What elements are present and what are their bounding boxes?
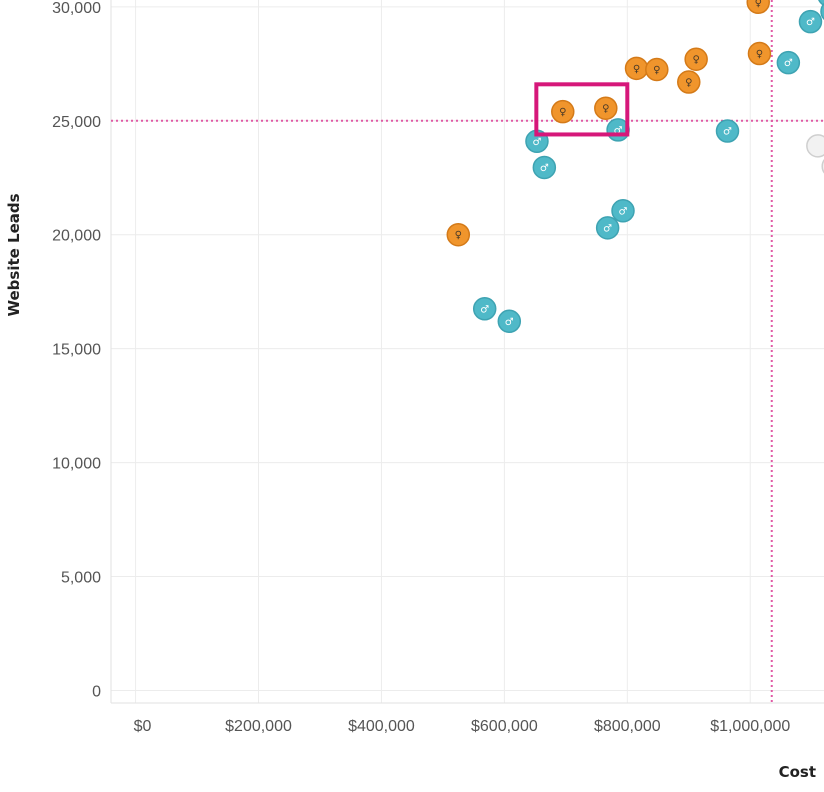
point-marker xyxy=(684,47,708,71)
y-tick-label: 20,000 xyxy=(52,228,101,245)
x-tick-label: $1,000,000 xyxy=(710,718,790,735)
x-tick-label: $0 xyxy=(134,718,152,735)
point-marker xyxy=(532,155,557,180)
y-tick-label: 25,000 xyxy=(52,114,101,131)
point-marker xyxy=(594,96,618,120)
data-point: ♂ xyxy=(776,50,801,75)
x-axis-title: Cost xyxy=(779,763,816,781)
axis-ticks: $0 $200,000 $400,000 $600,000 $800,000 $1,000… xyxy=(52,0,790,735)
point-marker xyxy=(624,56,649,81)
data-point: ♂ xyxy=(715,119,740,143)
point-marker xyxy=(677,70,701,94)
gridlines xyxy=(110,0,824,704)
data-point: ♂ xyxy=(472,297,497,321)
point-marker xyxy=(798,9,823,34)
point-marker xyxy=(446,222,471,247)
point-marker xyxy=(818,0,824,7)
data-point: ♂ xyxy=(818,0,824,7)
data-point: ♂ xyxy=(497,309,522,334)
y-tick-label: 5,000 xyxy=(61,570,101,587)
point-marker xyxy=(472,297,497,321)
point-marker xyxy=(611,199,635,223)
data-point: ♂ xyxy=(595,216,620,240)
point-marker xyxy=(715,119,740,143)
point-marker xyxy=(551,99,575,124)
y-axis-title: Website Leads xyxy=(5,193,23,316)
point-marker xyxy=(645,57,669,82)
y-tick-label: 0 xyxy=(92,683,101,700)
point-marker xyxy=(746,0,770,15)
y-tick-label: 30,000 xyxy=(52,0,101,17)
data-point: ♀ xyxy=(551,99,575,124)
y-tick-label: 15,000 xyxy=(52,342,101,359)
data-point: ♂ xyxy=(611,199,635,223)
data-point: ♀ xyxy=(684,47,708,71)
data-point xyxy=(806,134,824,158)
point-marker xyxy=(820,2,824,21)
point-marker xyxy=(747,41,772,66)
data-points: ♀♀♀♀♀♀♀♀♀♂♂♂♂♂♂♂♂♂♂♂♂ xyxy=(446,0,824,334)
point-marker xyxy=(776,50,801,75)
y-tick-label: 10,000 xyxy=(52,456,101,473)
point-marker xyxy=(806,134,824,158)
data-point: ♀ xyxy=(645,57,669,82)
point-marker xyxy=(497,309,522,334)
point-marker xyxy=(595,216,620,240)
data-point: ♂ xyxy=(798,9,823,34)
highlight-annotation xyxy=(534,82,630,137)
data-point: ♂ xyxy=(532,155,557,180)
x-tick-label: $600,000 xyxy=(471,718,538,735)
x-tick-label: $800,000 xyxy=(594,718,661,735)
data-point: ♀ xyxy=(594,96,618,120)
data-point: ♀ xyxy=(446,222,471,247)
data-point: ♀ xyxy=(747,41,772,66)
data-point: ♀ xyxy=(677,70,701,94)
highlight-box xyxy=(534,82,630,137)
x-tick-label: $200,000 xyxy=(225,718,292,735)
data-point: ♂ xyxy=(820,2,824,21)
reference-lines xyxy=(111,0,824,703)
data-point: ♀ xyxy=(624,56,649,81)
x-tick-label: $400,000 xyxy=(348,718,415,735)
